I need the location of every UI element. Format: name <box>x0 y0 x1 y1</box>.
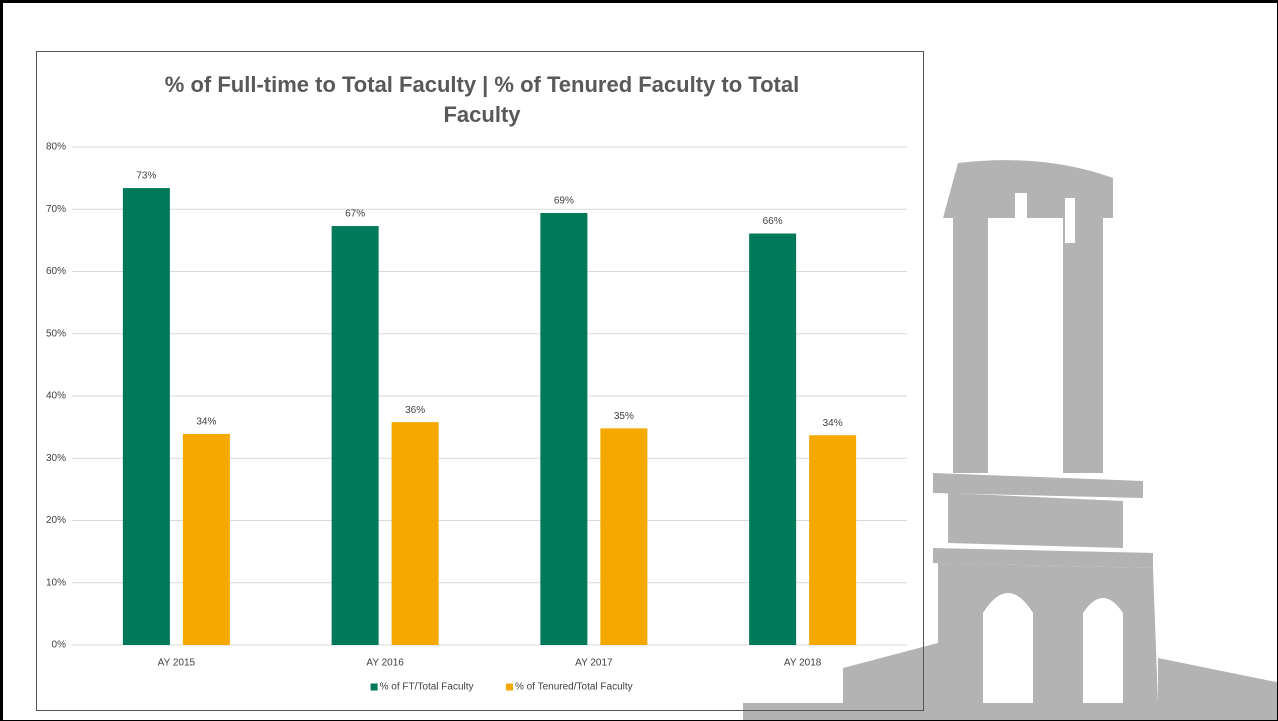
bar <box>540 213 587 645</box>
data-label: 34% <box>823 418 843 429</box>
data-label: 34% <box>196 417 216 428</box>
bar <box>123 188 170 645</box>
y-tick-label: 10% <box>46 577 66 588</box>
bar <box>600 428 647 645</box>
y-tick-label: 0% <box>52 640 67 651</box>
data-label: 35% <box>614 411 634 422</box>
data-label: 69% <box>554 196 574 207</box>
bar <box>749 234 796 645</box>
slide: 0% 10% 20% 30% 40% 50% 60% 70% 80% AY 2015 73% 34% A… <box>0 0 1278 721</box>
y-tick-label: 20% <box>46 515 66 526</box>
bar <box>809 435 856 645</box>
chart-title: % of Full-time to Total Faculty | % of T… <box>137 70 827 130</box>
x-tick-label: AY 2017 <box>575 658 613 669</box>
bar <box>183 434 230 645</box>
y-tick-label: 30% <box>46 453 66 464</box>
y-tick-label: 60% <box>46 266 66 277</box>
data-label: 36% <box>405 405 425 416</box>
legend-swatch <box>371 684 378 691</box>
y-tick-label: 80% <box>46 142 66 153</box>
bar <box>392 422 439 645</box>
legend-label: % of FT/Total Faculty <box>380 682 474 693</box>
legend-label: % of Tenured/Total Faculty <box>515 682 633 693</box>
y-tick-label: 70% <box>46 204 66 215</box>
chart-area: 0% 10% 20% 30% 40% 50% 60% 70% 80% AY 2015 73% 34% A… <box>36 51 924 711</box>
x-tick-label: AY 2018 <box>784 658 822 669</box>
y-tick-label: 40% <box>46 391 66 402</box>
bar <box>332 226 379 645</box>
legend-swatch <box>506 684 513 691</box>
data-label: 73% <box>136 171 156 182</box>
x-tick-label: AY 2015 <box>158 658 196 669</box>
y-tick-label: 50% <box>46 328 66 339</box>
x-tick-label: AY 2016 <box>366 658 404 669</box>
data-label: 67% <box>345 209 365 220</box>
data-label: 66% <box>763 216 783 227</box>
chart: 0% 10% 20% 30% 40% 50% 60% 70% 80% AY 2015 73% 34% A… <box>37 52 923 710</box>
